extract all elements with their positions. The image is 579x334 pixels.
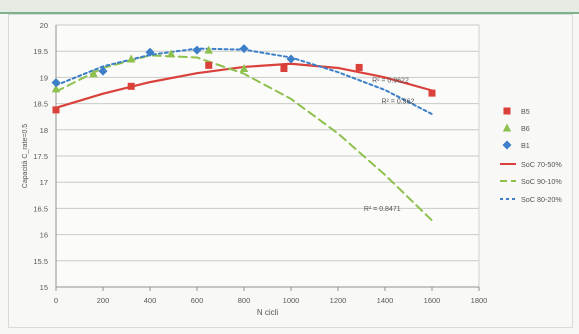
x-tick-label: 1200 (330, 296, 347, 305)
series-layer (51, 44, 436, 222)
data-point-0-4 (355, 63, 363, 71)
x-tick-label: 400 (144, 296, 157, 305)
x-tick-label: 0 (54, 296, 58, 305)
y-tick-label: 15.5 (33, 257, 48, 266)
legend-label-3: SoC 70-50% (521, 160, 562, 169)
data-point-0-3 (280, 64, 288, 72)
data-point-2-4 (239, 44, 249, 54)
data-point-0-1 (127, 82, 135, 90)
grid-layer (55, 24, 480, 288)
legend-marker-2 (502, 140, 512, 150)
y-tick-label: 19 (40, 73, 48, 82)
x-tick-label: 1800 (471, 296, 488, 305)
data-point-2-0 (51, 78, 61, 88)
r-squared-label: R² = 0.8471 (364, 206, 401, 213)
y-tick-label: 18 (40, 126, 48, 135)
y-tick-label: 20 (40, 21, 48, 30)
y-tick-label: 16.5 (33, 204, 48, 213)
data-point-2-2 (145, 47, 155, 57)
data-point-2-5 (286, 54, 296, 64)
legend-label-1: B6 (521, 124, 530, 133)
r-squared-label: R² = 0.9622 (372, 78, 409, 85)
x-tick-label: 1600 (424, 296, 441, 305)
data-point-1-2 (127, 54, 136, 63)
data-point-0-0 (52, 106, 60, 114)
legend-label-2: B1 (521, 141, 530, 150)
legend-label-4: SoC 90-10% (521, 177, 562, 186)
y-tick-label: 15 (40, 283, 48, 292)
legend-label-0: B5 (521, 107, 530, 116)
y-tick-label: 17 (40, 178, 48, 187)
chart-panel: 15 15.5 16 16.5 17 17.5 18 18.5 19 19.5 20 0 200 400 6… (8, 14, 573, 328)
data-point-1-1 (89, 69, 98, 78)
data-point-0-5 (428, 89, 436, 97)
x-tick-label: 200 (97, 296, 110, 305)
y-tick-label: 19.5 (33, 47, 48, 56)
legend-layer: B5 B6 B1 SoC 70-50% SoC 90-10% SoC 80-20% (500, 107, 562, 204)
x-tick-label: 800 (238, 296, 251, 305)
x-tick-label: 1000 (283, 296, 300, 305)
legend-marker-1 (502, 123, 512, 132)
x-tick-label: 600 (191, 296, 204, 305)
annotation-layer: R² = 0.9622 R² = 0.962 R² = 0.8471 (364, 78, 415, 213)
y-axis-title: Capacità C_rate=0.5 (22, 124, 29, 189)
data-point-1-5 (239, 63, 249, 72)
x-axis-title: N cicli (257, 308, 279, 317)
data-point-1-4 (204, 45, 213, 54)
data-point-1-3 (166, 49, 176, 58)
legend-label-5: SoC 80-20% (521, 195, 562, 204)
data-point-2-1 (98, 66, 108, 76)
r-squared-label: R² = 0.962 (381, 99, 414, 106)
y-tick-label: 16 (40, 231, 48, 240)
top-band (0, 0, 579, 14)
y-tick-label: 18.5 (33, 100, 48, 109)
data-point-0-2 (205, 61, 213, 69)
x-tick-label: 1400 (377, 296, 394, 305)
data-point-2-3 (192, 45, 202, 55)
trendline-4 (55, 54, 433, 222)
y-tick-label: 17.5 (33, 152, 48, 161)
data-point-1-0 (51, 84, 61, 93)
legend-marker-0 (503, 107, 511, 115)
